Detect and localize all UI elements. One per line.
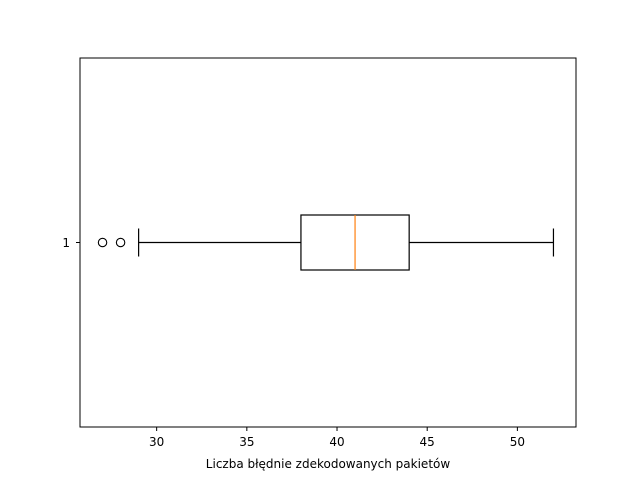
outlier-point	[97, 237, 108, 248]
x-tick-label: 45	[420, 435, 435, 449]
x-tick-label: 50	[510, 435, 525, 449]
x-tick-label: 40	[329, 435, 344, 449]
plot-area: 1 30 35 40 45 50	[62, 57, 577, 449]
x-tick-label: 30	[149, 435, 164, 449]
x-tick-label: 35	[239, 435, 254, 449]
y-tick-label: 1	[62, 236, 70, 250]
x-axis-label: Liczba błędnie zdekodowanych pakietów	[206, 457, 451, 471]
axes-frame	[79, 57, 577, 428]
outlier-point	[115, 237, 126, 248]
